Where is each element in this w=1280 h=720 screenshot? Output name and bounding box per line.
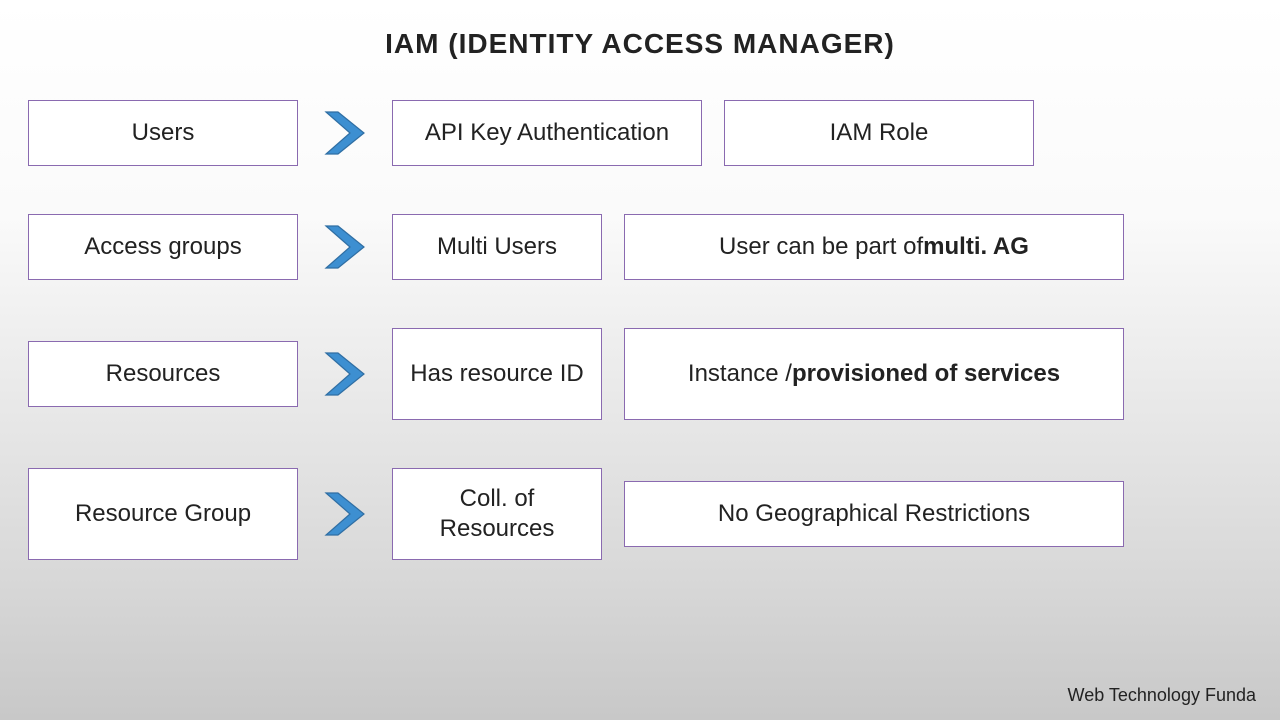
box-multi-ag: User can be part of multi. AG bbox=[624, 214, 1124, 280]
box-iam-role: IAM Role bbox=[724, 100, 1034, 166]
box-multi-users: Multi Users bbox=[392, 214, 602, 280]
box-resource-group: Resource Group bbox=[28, 468, 298, 560]
box-has-resource-id: Has resource ID bbox=[392, 328, 602, 420]
box-coll-resources: Coll. of Resources bbox=[392, 468, 602, 560]
row-resource-group: Resource Group Coll. of Resources No Geo… bbox=[28, 468, 1252, 560]
row-users: Users API Key Authentication IAM Role bbox=[28, 100, 1252, 166]
footer-credit: Web Technology Funda bbox=[1068, 685, 1256, 706]
box-text-bold: provisioned of services bbox=[792, 359, 1060, 389]
row-resources: Resources Has resource ID Instance / pro… bbox=[28, 328, 1252, 420]
box-resources: Resources bbox=[28, 341, 298, 407]
box-users: Users bbox=[28, 100, 298, 166]
box-provisioned-services: Instance / provisioned of services bbox=[624, 328, 1124, 420]
diagram-rows: Users API Key Authentication IAM Role Ac… bbox=[0, 100, 1280, 560]
box-access-groups: Access groups bbox=[28, 214, 298, 280]
box-no-geo-restrictions: No Geographical Restrictions bbox=[624, 481, 1124, 547]
box-text-bold: multi. AG bbox=[923, 232, 1029, 262]
box-text: No Geographical Restrictions bbox=[718, 499, 1030, 529]
chevron-right-icon bbox=[320, 222, 370, 272]
chevron-right-icon bbox=[320, 108, 370, 158]
box-text: Instance / bbox=[688, 359, 792, 389]
box-text: IAM Role bbox=[830, 118, 929, 148]
row-access-groups: Access groups Multi Users User can be pa… bbox=[28, 214, 1252, 280]
box-api-key-auth: API Key Authentication bbox=[392, 100, 702, 166]
box-text: User can be part of bbox=[719, 232, 923, 262]
chevron-right-icon bbox=[320, 349, 370, 399]
page-title: IAM (IDENTITY ACCESS MANAGER) bbox=[0, 0, 1280, 60]
chevron-right-icon bbox=[320, 489, 370, 539]
